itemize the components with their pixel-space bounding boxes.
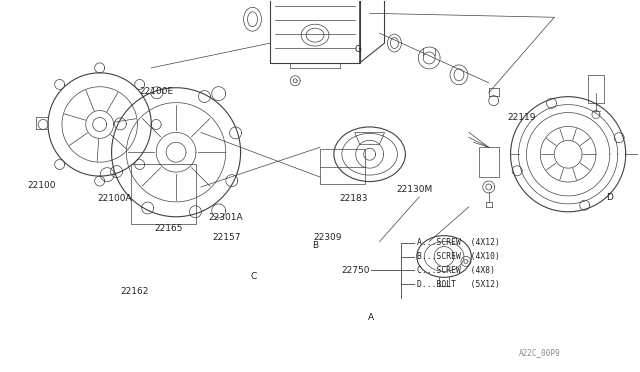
Text: 22100A: 22100A (98, 195, 132, 203)
Text: 22750: 22750 (342, 266, 370, 275)
Text: C: C (250, 272, 257, 281)
Text: 22119: 22119 (508, 113, 536, 122)
Text: A...SCREW  (4X12): A...SCREW (4X12) (417, 238, 500, 247)
Bar (131, 164, 196, 224)
Text: G: G (355, 45, 362, 54)
Text: 22183: 22183 (339, 195, 367, 203)
Text: 22165: 22165 (155, 224, 183, 233)
Text: 22157: 22157 (212, 233, 241, 242)
Text: 22162: 22162 (120, 287, 148, 296)
Text: 22100E: 22100E (139, 87, 173, 96)
Text: 22301A: 22301A (209, 213, 243, 222)
Text: B...SCREW  (4X10): B...SCREW (4X10) (417, 252, 500, 261)
Text: D: D (606, 193, 612, 202)
Bar (320, 149, 365, 184)
Bar (588, 75, 604, 103)
Text: B: B (312, 241, 319, 250)
Text: A22C_00P9: A22C_00P9 (518, 348, 560, 357)
Text: 22130M: 22130M (396, 185, 433, 194)
Bar (479, 147, 499, 177)
Text: 22309: 22309 (314, 233, 342, 242)
Text: D...BOLT   (5X12): D...BOLT (5X12) (417, 280, 500, 289)
Text: A: A (367, 312, 374, 321)
Text: 22100: 22100 (28, 182, 56, 190)
Text: C...SCREW  (4X8): C...SCREW (4X8) (417, 266, 495, 275)
